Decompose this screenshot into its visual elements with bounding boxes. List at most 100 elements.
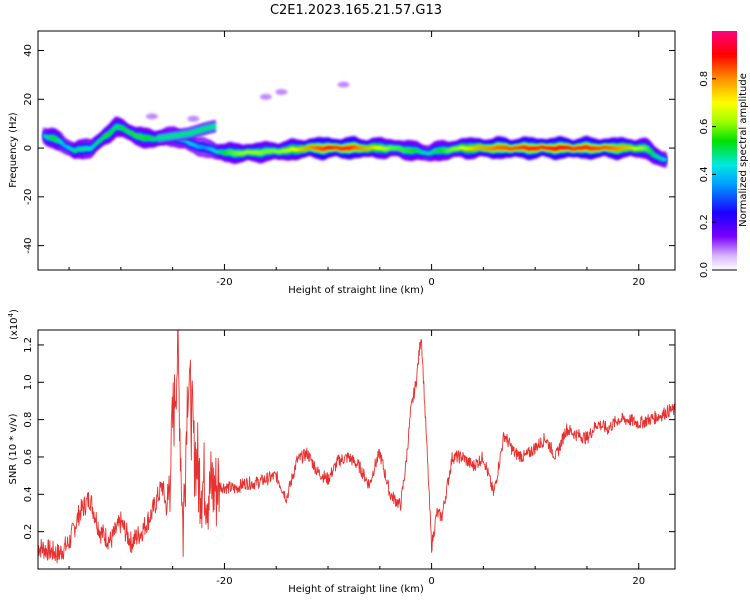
heatmap-cell — [638, 146, 641, 150]
heatmap-cell — [647, 147, 650, 152]
y-tick-label: 0.2 — [23, 524, 34, 540]
heatmap-cell — [378, 145, 381, 150]
heatmap-faint-patch — [145, 113, 158, 120]
heatmap-cell — [568, 146, 571, 150]
heatmap-cell — [496, 145, 499, 150]
heatmap-cell — [50, 136, 53, 140]
heatmap-cell — [69, 147, 72, 150]
heatmap-cell — [265, 149, 268, 154]
heatmap-cell — [250, 151, 253, 155]
heatmap-cell — [121, 126, 124, 130]
heatmap-cell — [486, 146, 489, 150]
heatmap-cell — [582, 145, 585, 150]
heatmap-cell — [460, 145, 463, 150]
heatmap-cell — [353, 145, 356, 150]
heatmap-cell — [82, 147, 85, 151]
heatmap-cell — [392, 146, 395, 150]
heatmap-cell — [607, 146, 610, 150]
heatmap-cell — [56, 138, 59, 143]
heatmap-cell — [198, 145, 201, 149]
heatmap-cell — [111, 128, 114, 133]
x-tick-label: 20 — [632, 277, 645, 288]
heatmap-cell — [75, 148, 78, 152]
x-tick-label: 20 — [632, 576, 645, 587]
heatmap-cell — [480, 146, 483, 150]
heatmap-cell — [413, 148, 416, 153]
heatmap-cell — [314, 146, 316, 150]
heatmap-cell — [648, 148, 651, 153]
heatmap-cell — [97, 140, 100, 143]
colorbar-tick-label: 0.2 — [699, 214, 710, 230]
heatmap-cell — [355, 145, 357, 150]
heatmap-cell — [223, 151, 226, 155]
heatmap-cell — [406, 148, 408, 153]
heatmap-cell — [153, 137, 156, 141]
heatmap-cell — [115, 124, 118, 129]
snr-line-group — [38, 330, 675, 564]
heatmap-cell — [100, 138, 103, 141]
heatmap-cell — [280, 149, 283, 153]
heatmap-cell — [304, 147, 307, 151]
heatmap-cell — [84, 146, 87, 151]
heatmap-cell — [383, 147, 386, 151]
heatmap-cell — [659, 157, 662, 160]
heatmap-cell — [255, 150, 258, 155]
heatmap-cell — [132, 133, 135, 137]
heatmap-cell — [96, 141, 99, 144]
heatmap-cell — [570, 146, 573, 151]
heatmap-cell — [432, 150, 435, 154]
heatmap-cell — [122, 127, 125, 131]
heatmap-cell — [311, 145, 314, 150]
heatmap-cell — [361, 146, 364, 150]
heatmap-cell — [322, 146, 325, 151]
heatmap-cell — [347, 146, 350, 151]
heatmap-upper-branch — [157, 120, 217, 145]
heatmap-cell — [520, 145, 523, 150]
colorbar-gradient — [712, 31, 737, 270]
heatmap-cell — [330, 146, 333, 150]
heatmap-cell — [419, 150, 422, 154]
heatmap-cell — [618, 146, 621, 151]
heatmap-cell — [624, 146, 627, 150]
heatmap-cell — [609, 146, 612, 150]
heatmap-cell — [552, 146, 555, 151]
heatmap-cell — [577, 146, 580, 150]
heatmap-cell — [521, 145, 524, 150]
heatmap-cell — [646, 146, 648, 151]
heatmap-cell — [375, 145, 377, 150]
heatmap-cell — [457, 146, 459, 150]
heatmap-cell — [626, 146, 628, 150]
heatmap-cell — [593, 146, 596, 151]
heatmap-cell — [275, 149, 278, 153]
heatmap-cell — [358, 146, 361, 151]
heatmap-cell — [529, 146, 531, 151]
heatmap-cell — [551, 146, 554, 151]
heatmap-cell — [217, 150, 220, 154]
y-tick-label: 1.2 — [23, 337, 34, 353]
heatmap-cell — [112, 127, 115, 131]
heatmap-cell — [423, 151, 426, 155]
snr-x-axis-label: Height of straight line (km) — [288, 584, 424, 595]
heatmap-cell — [193, 143, 196, 147]
heatmap-cell — [199, 145, 202, 149]
heatmap-cell — [106, 133, 109, 137]
y-tick-label: 0.6 — [23, 449, 34, 465]
heatmap-cell — [444, 148, 447, 153]
heatmap-cell — [581, 146, 584, 150]
heatmap-cell — [366, 147, 369, 151]
heatmap-cell — [60, 140, 63, 145]
heatmap-cell — [611, 146, 614, 150]
heatmap-cell — [350, 145, 353, 150]
heatmap-cell — [636, 147, 638, 151]
heatmap-cell — [120, 125, 123, 130]
heatmap-cell — [336, 146, 339, 150]
heatmap-cell — [491, 146, 494, 151]
heatmap-cell — [191, 142, 193, 146]
heatmap-cell — [294, 147, 297, 152]
heatmap-cell — [271, 149, 274, 153]
heatmap-cell — [633, 147, 636, 151]
colorbar-tick-label: 0.0 — [699, 262, 710, 278]
heatmap-cell — [515, 146, 518, 150]
heatmap-cell — [484, 146, 487, 150]
